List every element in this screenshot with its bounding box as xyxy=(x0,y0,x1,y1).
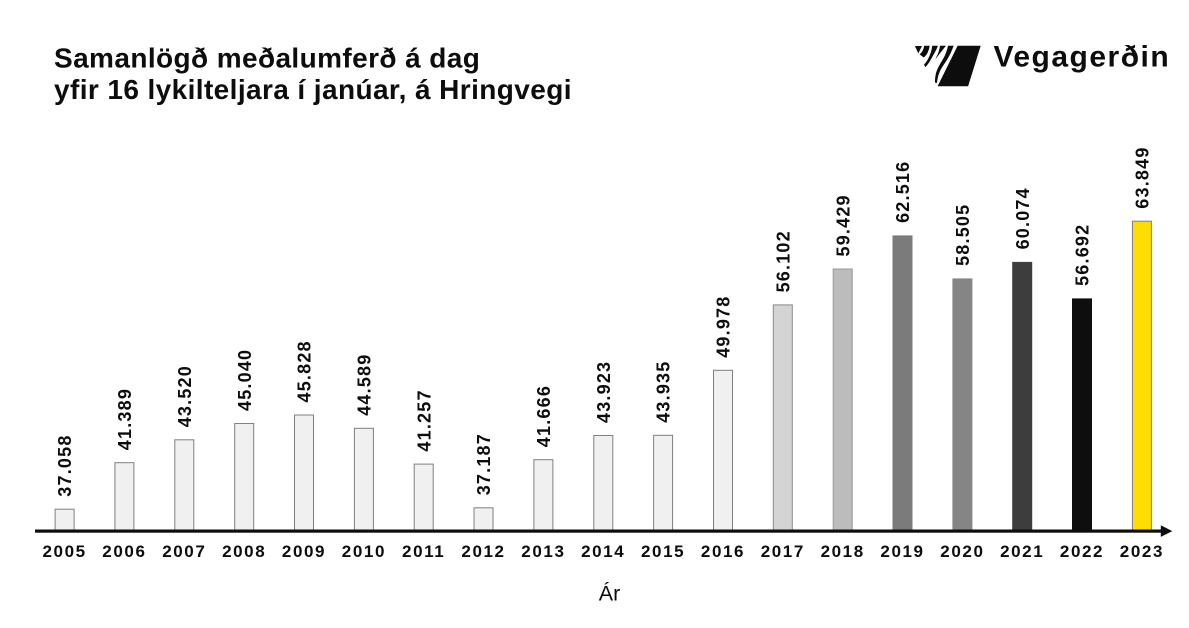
svg-text:2019: 2019 xyxy=(880,542,924,561)
svg-text:2018: 2018 xyxy=(821,542,865,561)
svg-text:41.257: 41.257 xyxy=(414,389,434,451)
svg-text:2009: 2009 xyxy=(282,542,326,561)
svg-text:60.074: 60.074 xyxy=(1013,187,1033,249)
svg-text:2010: 2010 xyxy=(342,542,386,561)
svg-text:2020: 2020 xyxy=(940,542,984,561)
svg-text:58.505: 58.505 xyxy=(953,204,973,266)
svg-text:41.389: 41.389 xyxy=(115,388,135,450)
svg-text:Ár: Ár xyxy=(599,581,621,606)
svg-text:37.187: 37.187 xyxy=(474,433,494,495)
svg-text:44.589: 44.589 xyxy=(355,354,375,416)
svg-text:2013: 2013 xyxy=(521,542,565,561)
svg-text:43.935: 43.935 xyxy=(654,361,674,423)
svg-text:41.666: 41.666 xyxy=(534,385,554,447)
svg-text:62.516: 62.516 xyxy=(893,161,913,223)
svg-text:56.102: 56.102 xyxy=(773,230,793,292)
svg-text:2008: 2008 xyxy=(222,542,266,561)
svg-text:2016: 2016 xyxy=(701,542,745,561)
svg-text:37.058: 37.058 xyxy=(55,434,75,496)
svg-text:45.040: 45.040 xyxy=(235,349,255,411)
svg-text:2007: 2007 xyxy=(162,542,206,561)
svg-text:2017: 2017 xyxy=(761,542,805,561)
svg-text:2022: 2022 xyxy=(1060,542,1104,561)
svg-text:2014: 2014 xyxy=(581,542,625,561)
svg-text:Vegagerðin: Vegagerðin xyxy=(994,41,1171,74)
svg-text:Samanlögð meðalumferð á dag: Samanlögð meðalumferð á dag xyxy=(54,43,480,74)
svg-text:56.692: 56.692 xyxy=(1073,224,1093,286)
svg-text:2015: 2015 xyxy=(641,542,685,561)
svg-text:2005: 2005 xyxy=(42,542,86,561)
svg-text:2012: 2012 xyxy=(461,542,505,561)
svg-text:43.923: 43.923 xyxy=(594,361,614,423)
svg-text:2006: 2006 xyxy=(102,542,146,561)
svg-text:45.828: 45.828 xyxy=(295,340,315,402)
svg-text:63.849: 63.849 xyxy=(1133,146,1153,208)
svg-text:yfir 16 lykilteljara í janúar,: yfir 16 lykilteljara í janúar, á Hringve… xyxy=(54,74,572,105)
svg-text:2023: 2023 xyxy=(1120,542,1164,561)
svg-text:2011: 2011 xyxy=(402,542,445,561)
svg-text:43.520: 43.520 xyxy=(175,365,195,427)
svg-text:2021: 2021 xyxy=(1000,542,1044,561)
svg-text:49.978: 49.978 xyxy=(714,296,734,358)
svg-text:59.429: 59.429 xyxy=(833,194,853,256)
